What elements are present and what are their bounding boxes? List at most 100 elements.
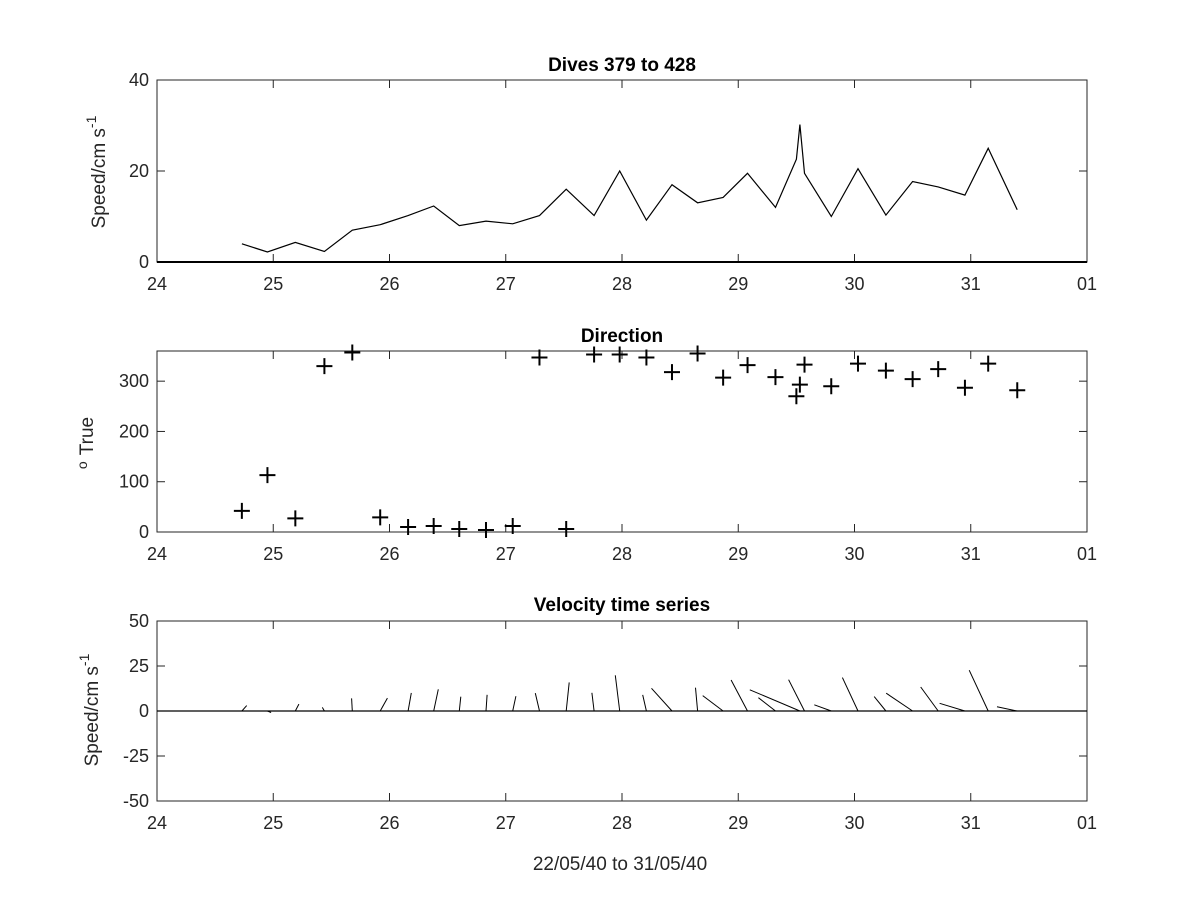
velocity-stick xyxy=(642,694,647,712)
velocity-stick xyxy=(294,703,300,712)
panel-speed-frame xyxy=(156,79,1088,263)
direction-point xyxy=(611,346,628,363)
direction-point xyxy=(739,357,756,374)
x-tick-label: 27 xyxy=(496,813,516,833)
y-tick-label: 200 xyxy=(119,421,149,441)
x-tick-label: 25 xyxy=(263,544,283,564)
panel-direction-frame xyxy=(156,350,1088,533)
direction-point xyxy=(980,355,997,372)
velocity-stick xyxy=(920,686,939,712)
velocity-stick xyxy=(351,698,353,712)
velocity-stick xyxy=(758,697,776,712)
x-tick-label: 26 xyxy=(379,544,399,564)
panel-direction-ylabel: oTrue xyxy=(74,417,98,469)
velocity-stick xyxy=(591,692,595,712)
panel-velocity: Velocity time series Speed/cm s-1 22/05/… xyxy=(76,595,710,875)
direction-point xyxy=(849,355,866,372)
x-tick-label: 30 xyxy=(844,274,864,294)
velocity-stick xyxy=(267,710,272,713)
y-tick-label: 0 xyxy=(139,252,149,272)
x-tick-label: 31 xyxy=(961,813,981,833)
direction-point xyxy=(287,510,304,527)
x-tick-label: 29 xyxy=(728,274,748,294)
velocity-stick xyxy=(512,696,517,712)
direction-point xyxy=(904,371,921,388)
direction-point xyxy=(316,358,333,375)
y-tick-label: 50 xyxy=(129,611,149,631)
x-tick-label: 24 xyxy=(147,274,167,294)
velocity-stick xyxy=(614,675,621,712)
x-tick-label: 24 xyxy=(147,813,167,833)
panel-speed-title: Dives 379 to 428 xyxy=(548,55,696,76)
direction-point xyxy=(451,520,468,537)
direction-point xyxy=(689,345,706,362)
velocity-stick xyxy=(939,702,966,712)
panel-velocity-title: Velocity time series xyxy=(534,595,710,616)
x-tick-label: 01 xyxy=(1077,813,1097,833)
speed-series-line xyxy=(241,124,1018,253)
y-tick-label: 40 xyxy=(129,70,149,90)
panel-speed-ylabel: Speed/cm s-1 xyxy=(83,115,110,228)
direction-point xyxy=(767,369,784,386)
x-tick-label: 25 xyxy=(263,274,283,294)
velocity-stick xyxy=(841,677,859,712)
x-tick-label: 31 xyxy=(961,274,981,294)
velocity-stick xyxy=(565,682,570,712)
x-tick-label: 24 xyxy=(147,544,167,564)
x-tick-label: 28 xyxy=(612,813,632,833)
y-tick-label: 300 xyxy=(119,371,149,391)
velocity-stick xyxy=(651,687,673,712)
direction-point xyxy=(400,518,417,535)
x-tick-label: 29 xyxy=(728,813,748,833)
y-tick-label: 25 xyxy=(129,656,149,676)
x-tick-label: 25 xyxy=(263,813,283,833)
velocity-stick xyxy=(458,696,462,712)
velocity-stick xyxy=(968,669,989,712)
y-tick-label: 0 xyxy=(139,522,149,542)
velocity-stick xyxy=(407,692,412,712)
direction-point xyxy=(425,517,442,534)
velocity-stick xyxy=(702,695,724,712)
velocity-stick xyxy=(788,679,805,712)
panel-speed: Dives 379 to 428 Speed/cm s-1 xyxy=(83,55,696,228)
panel-direction: Direction oTrue xyxy=(74,326,663,469)
velocity-stick xyxy=(534,692,540,712)
y-tick-label: 0 xyxy=(139,701,149,721)
direction-point xyxy=(233,502,250,519)
direction-point xyxy=(344,344,361,361)
velocity-stick xyxy=(996,706,1018,712)
x-tick-label: 27 xyxy=(496,544,516,564)
direction-point xyxy=(823,378,840,395)
y-tick-label: -25 xyxy=(123,746,149,766)
direction-point xyxy=(477,521,494,538)
direction-point xyxy=(372,509,389,526)
velocity-stick xyxy=(321,707,325,712)
direction-point xyxy=(715,369,732,386)
velocity-stick xyxy=(814,704,832,712)
velocity-stick xyxy=(485,694,488,712)
direction-point xyxy=(531,349,548,366)
velocity-stick xyxy=(749,689,801,712)
velocity-stick xyxy=(885,692,913,712)
panel-velocity-axes: 24 25 26 27 28 29 30 31 01 -50 -25 0 25 50 xyxy=(123,611,1097,833)
panel-velocity-ylabel: Speed/cm s-1 xyxy=(76,653,103,766)
direction-point xyxy=(504,517,521,534)
direction-point xyxy=(663,364,680,381)
direction-point xyxy=(788,388,805,405)
velocity-stick xyxy=(379,697,388,712)
x-tick-label: 31 xyxy=(961,544,981,564)
x-tick-label: 30 xyxy=(844,544,864,564)
direction-point xyxy=(796,356,813,373)
velocity-stick xyxy=(241,705,248,712)
panel-direction-title: Direction xyxy=(581,326,663,347)
panel-velocity-xlabel: 22/05/40 to 31/05/40 xyxy=(533,854,707,875)
x-tick-label: 28 xyxy=(612,544,632,564)
direction-point xyxy=(558,520,575,537)
direction-point xyxy=(877,362,894,379)
direction-point xyxy=(791,376,808,393)
y-tick-label: 20 xyxy=(129,161,149,181)
direction-point xyxy=(930,361,947,378)
panel-speed-axes: 24 25 26 27 28 29 30 31 01 0 20 40 xyxy=(129,70,1097,294)
velocity-stick xyxy=(695,687,699,712)
